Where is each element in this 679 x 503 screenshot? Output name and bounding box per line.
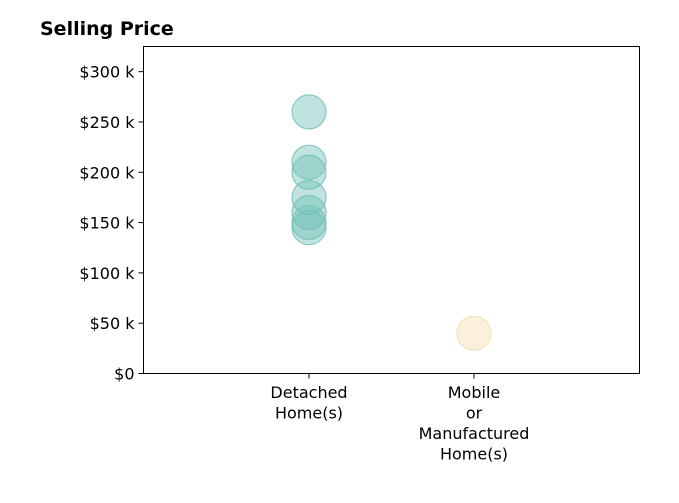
y-tick-label: $300 k <box>79 63 135 82</box>
data-point <box>291 179 327 216</box>
data-point <box>456 315 492 351</box>
x-tick-label: Detached Home(s) <box>270 383 347 423</box>
y-tick-label: $200 k <box>79 163 135 182</box>
plot-frame <box>143 46 640 374</box>
x-axis: Detached Home(s) Mobile or Manufactured Home(… <box>270 373 530 464</box>
data-point <box>291 154 327 190</box>
y-tick-label: $150 k <box>79 214 135 233</box>
y-tick-label: $100 k <box>79 264 135 283</box>
x-tick-label-line: Home(s) <box>440 445 508 464</box>
y-tick-label: $0 <box>114 365 134 384</box>
data-point <box>291 144 327 180</box>
y-tick-label: $250 k <box>79 113 135 132</box>
y-tick-label: $50 k <box>90 314 136 333</box>
x-tick-label-line: Detached <box>270 383 347 402</box>
x-tick-label-line: Home(s) <box>275 404 343 423</box>
x-tick-label-line: or <box>466 404 483 423</box>
data-point <box>291 204 327 241</box>
x-tick-label: Mobile or Manufactured Home(s) <box>419 383 530 464</box>
data-points <box>291 94 492 351</box>
chart-title: Selling Price <box>40 18 174 40</box>
data-point <box>291 210 327 246</box>
y-axis: $0 $50 k $100 k $150 k $200 k $250 k $300 k <box>79 63 144 384</box>
x-tick-label-line: Manufactured <box>419 424 530 443</box>
data-point <box>291 194 327 231</box>
x-tick-label-line: Mobile <box>448 383 500 402</box>
data-point <box>291 94 327 130</box>
